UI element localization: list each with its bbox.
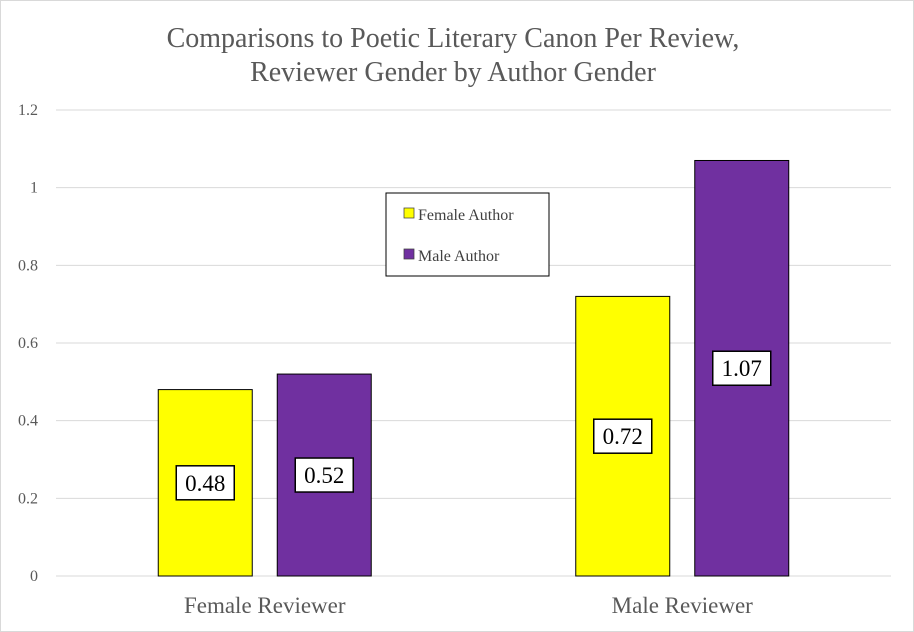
data-label-box: [712, 350, 772, 386]
x-axis-category-labels: Female Reviewer Male Reviewer: [184, 593, 753, 618]
data-label-value: 1.07: [722, 356, 762, 381]
data-label: 1.07: [712, 350, 772, 386]
data-label-box: [593, 418, 653, 454]
y-tick-label: 0.2: [18, 490, 38, 507]
chart-title-line-1: Comparisons to Poetic Literary Canon Per…: [167, 23, 740, 54]
legend-entry-label: Female Author: [418, 207, 514, 224]
legend: Female Author Male Author: [385, 192, 550, 277]
data-label: 0.52: [294, 457, 354, 493]
legend-entry-label: Male Author: [418, 248, 500, 265]
y-tick-label: 0.4: [18, 413, 38, 430]
y-tick-label: 1.2: [18, 102, 38, 119]
x-category-label: Male Reviewer: [612, 593, 753, 618]
data-label-box: [175, 465, 235, 501]
y-tick-label: 0.6: [18, 335, 38, 352]
data-label: 0.48: [175, 465, 235, 501]
data-labels: 0.48 0.52 0.72 1.07: [175, 350, 772, 501]
legend-swatch: [403, 207, 415, 219]
data-label-value: 0.52: [304, 463, 344, 488]
data-label-box: [294, 457, 354, 493]
chart-title-line-2: Reviewer Gender by Author Gender: [250, 57, 657, 88]
x-category-label: Female Reviewer: [184, 593, 346, 618]
data-label: 0.72: [593, 418, 653, 454]
legend-box: [385, 192, 550, 277]
data-label-value: 0.48: [185, 471, 225, 496]
y-tick-label: 1: [30, 180, 38, 197]
y-axis-tick-labels: 0 0.2 0.4 0.6 0.8 1 1.2: [18, 102, 38, 585]
data-label-value: 0.72: [603, 424, 643, 449]
y-tick-label: 0: [30, 568, 38, 585]
legend-swatch: [403, 248, 415, 260]
y-tick-label: 0.8: [18, 257, 38, 274]
